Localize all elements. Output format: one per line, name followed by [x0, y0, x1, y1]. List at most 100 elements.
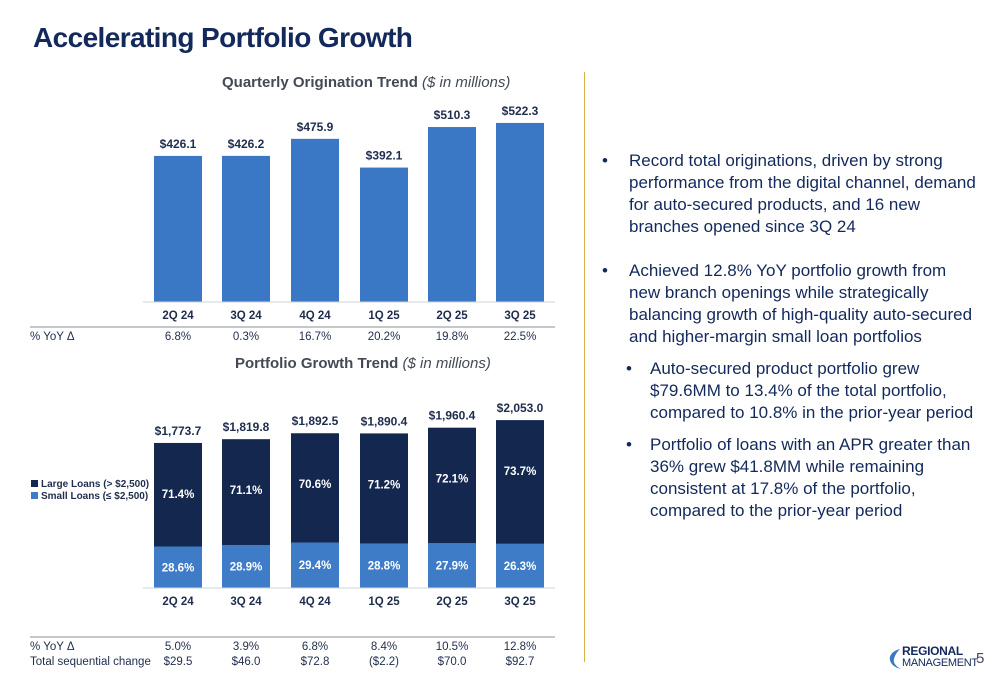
- portfolio-category-label: 1Q 25: [368, 596, 400, 608]
- portfolio-row-value: $70.0: [438, 656, 467, 668]
- legend-small-loans-swatch: [31, 492, 38, 499]
- origination-chart-subtitle: ($ in millions): [422, 74, 511, 91]
- origination-category-label: 4Q 24: [299, 310, 331, 322]
- portfolio-chart-title-text: Portfolio Growth Trend: [235, 355, 399, 372]
- small-loans-segment-2q25: [428, 543, 476, 588]
- origination-yoy-value: 6.8%: [165, 331, 191, 343]
- portfolio-row-value: 6.8%: [302, 641, 328, 653]
- portfolio-category-label: 2Q 24: [162, 596, 194, 608]
- small-loans-pct-label: 27.9%: [436, 561, 469, 573]
- origination-value-label: $392.1: [366, 149, 403, 163]
- logo-swoosh-icon: [889, 649, 901, 669]
- bullet-glyph: •: [626, 359, 632, 378]
- origination-bar-2q25: [428, 127, 476, 302]
- bullet-portfolio-growth: • Achieved 12.8% YoY portfolio growth fr…: [596, 260, 981, 348]
- logo-line2: MANAGEMENT: [902, 657, 978, 669]
- portfolio-total-label: $1,960.4: [429, 409, 476, 423]
- large-loans-segment-3q24: [222, 439, 270, 545]
- portfolio-category-label: 3Q 25: [504, 596, 536, 608]
- portfolio-row-value: $92.7: [506, 656, 535, 668]
- origination-bar-2q24: [154, 155, 202, 302]
- legend-large-loans-swatch: [31, 480, 38, 487]
- large-loans-segment-3q25: [496, 420, 544, 544]
- bullet-originations-text: Record total originations, driven by str…: [629, 151, 976, 236]
- portfolio-row-value: 10.5%: [436, 641, 469, 653]
- origination-value-label: $522.3: [502, 104, 539, 118]
- portfolio-row-value: ($2.2): [369, 656, 399, 668]
- origination-yoy-value: 22.5%: [504, 331, 537, 343]
- origination-yoy-value: 16.7%: [299, 331, 332, 343]
- origination-category-label: 2Q 24: [162, 310, 194, 322]
- large-loans-pct-label: 71.2%: [368, 479, 401, 491]
- bullet-glyph: •: [626, 435, 632, 454]
- bullet-glyph: •: [602, 151, 608, 170]
- small-loans-pct-label: 26.3%: [504, 561, 537, 573]
- small-loans-segment-3q25: [496, 543, 544, 588]
- portfolio-row-label: Total sequential change: [30, 656, 151, 668]
- large-loans-segment-1q25: [360, 433, 408, 544]
- origination-category-label: 2Q 25: [436, 310, 468, 322]
- large-loans-pct-label: 71.1%: [230, 485, 263, 497]
- origination-bar-3q24: [222, 155, 270, 302]
- origination-bar-3q25: [496, 122, 544, 302]
- origination-yoy-value: 0.3%: [233, 331, 259, 343]
- origination-bar-1q25: [360, 167, 408, 302]
- portfolio-row-value: 3.9%: [233, 641, 259, 653]
- portfolio-row-value: $29.5: [164, 656, 193, 668]
- large-loans-segment-2q24: [154, 442, 202, 547]
- portfolio-row-value: 5.0%: [165, 641, 191, 653]
- charts-canvas: $426.1 2Q 24 $426.2 3Q 24 $475.9 4Q 24 $392.1 1…: [30, 104, 555, 668]
- portfolio-category-label: 3Q 24: [230, 596, 262, 608]
- logo-line1: REGIONAL: [902, 644, 963, 658]
- sub-bullet-auto-secured: • Auto-secured product portfolio grew $7…: [596, 358, 981, 424]
- portfolio-total-label: $1,773.7: [155, 424, 202, 438]
- portfolio-row-value: $72.8: [301, 656, 330, 668]
- origination-category-label: 1Q 25: [368, 310, 400, 322]
- large-loans-pct-label: 73.7%: [504, 466, 537, 478]
- legend-large-loans-label: Large Loans (> $2,500): [41, 479, 149, 490]
- origination-yoy-value: 20.2%: [368, 331, 401, 343]
- portfolio-row-label: % YoY Δ: [30, 641, 75, 653]
- sub-bullet-apr: • Portfolio of loans with an APR greater…: [596, 434, 981, 522]
- origination-category-label: 3Q 25: [504, 310, 536, 322]
- portfolio-total-label: $1,819.8: [223, 420, 270, 434]
- small-loans-pct-label: 28.8%: [368, 561, 401, 573]
- origination-category-label: 3Q 24: [230, 310, 262, 322]
- origination-chart-title-text: Quarterly Origination Trend: [222, 74, 418, 91]
- large-loans-pct-label: 70.6%: [299, 479, 332, 491]
- column-divider: [584, 72, 585, 662]
- portfolio-total-label: $2,053.0: [497, 401, 544, 415]
- portfolio-row-value: 12.8%: [504, 641, 537, 653]
- large-loans-segment-2q25: [428, 427, 476, 544]
- large-loans-pct-label: 71.4%: [162, 489, 195, 501]
- page-title: Accelerating Portfolio Growth: [33, 22, 413, 53]
- small-loans-pct-label: 28.9%: [230, 561, 263, 573]
- small-loans-segment-4q24: [291, 542, 339, 588]
- portfolio-chart-subtitle: ($ in millions): [402, 355, 491, 372]
- origination-value-label: $475.9: [297, 120, 334, 134]
- portfolio-row-value: 8.4%: [371, 641, 397, 653]
- small-loans-segment-3q24: [222, 544, 270, 588]
- origination-yoy-row-label: % YoY Δ: [30, 331, 75, 343]
- portfolio-category-label: 2Q 25: [436, 596, 468, 608]
- sub-bullet-auto-secured-text: Auto-secured product portfolio grew $79.…: [650, 359, 974, 422]
- bullet-originations: • Record total originations, driven by s…: [596, 150, 981, 238]
- bullet-portfolio-growth-text: Achieved 12.8% YoY portfolio growth from…: [629, 261, 973, 346]
- sub-bullet-apr-text: Portfolio of loans with an APR greater t…: [650, 435, 971, 520]
- origination-chart-title: Quarterly Origination Trend ($ in millio…: [222, 74, 1000, 91]
- bullet-glyph: •: [602, 261, 608, 280]
- company-logo: REGIONAL MANAGEMENT: [888, 645, 978, 675]
- origination-value-label: $426.2: [228, 137, 265, 151]
- portfolio-row-value: $46.0: [232, 656, 261, 668]
- portfolio-chart-title: Portfolio Growth Trend ($ in millions): [235, 355, 1000, 372]
- origination-value-label: $426.1: [160, 137, 197, 151]
- small-loans-segment-2q24: [154, 546, 202, 588]
- page-number: 5: [976, 650, 985, 667]
- commentary-bullets: • Record total originations, driven by s…: [596, 150, 981, 522]
- large-loans-pct-label: 72.1%: [436, 474, 469, 486]
- small-loans-pct-label: 29.4%: [299, 560, 332, 572]
- small-loans-pct-label: 28.6%: [162, 562, 195, 574]
- origination-bar-4q24: [291, 138, 339, 302]
- origination-yoy-value: 19.8%: [436, 331, 469, 343]
- legend-small-loans-label: Small Loans (≤ $2,500): [41, 491, 148, 502]
